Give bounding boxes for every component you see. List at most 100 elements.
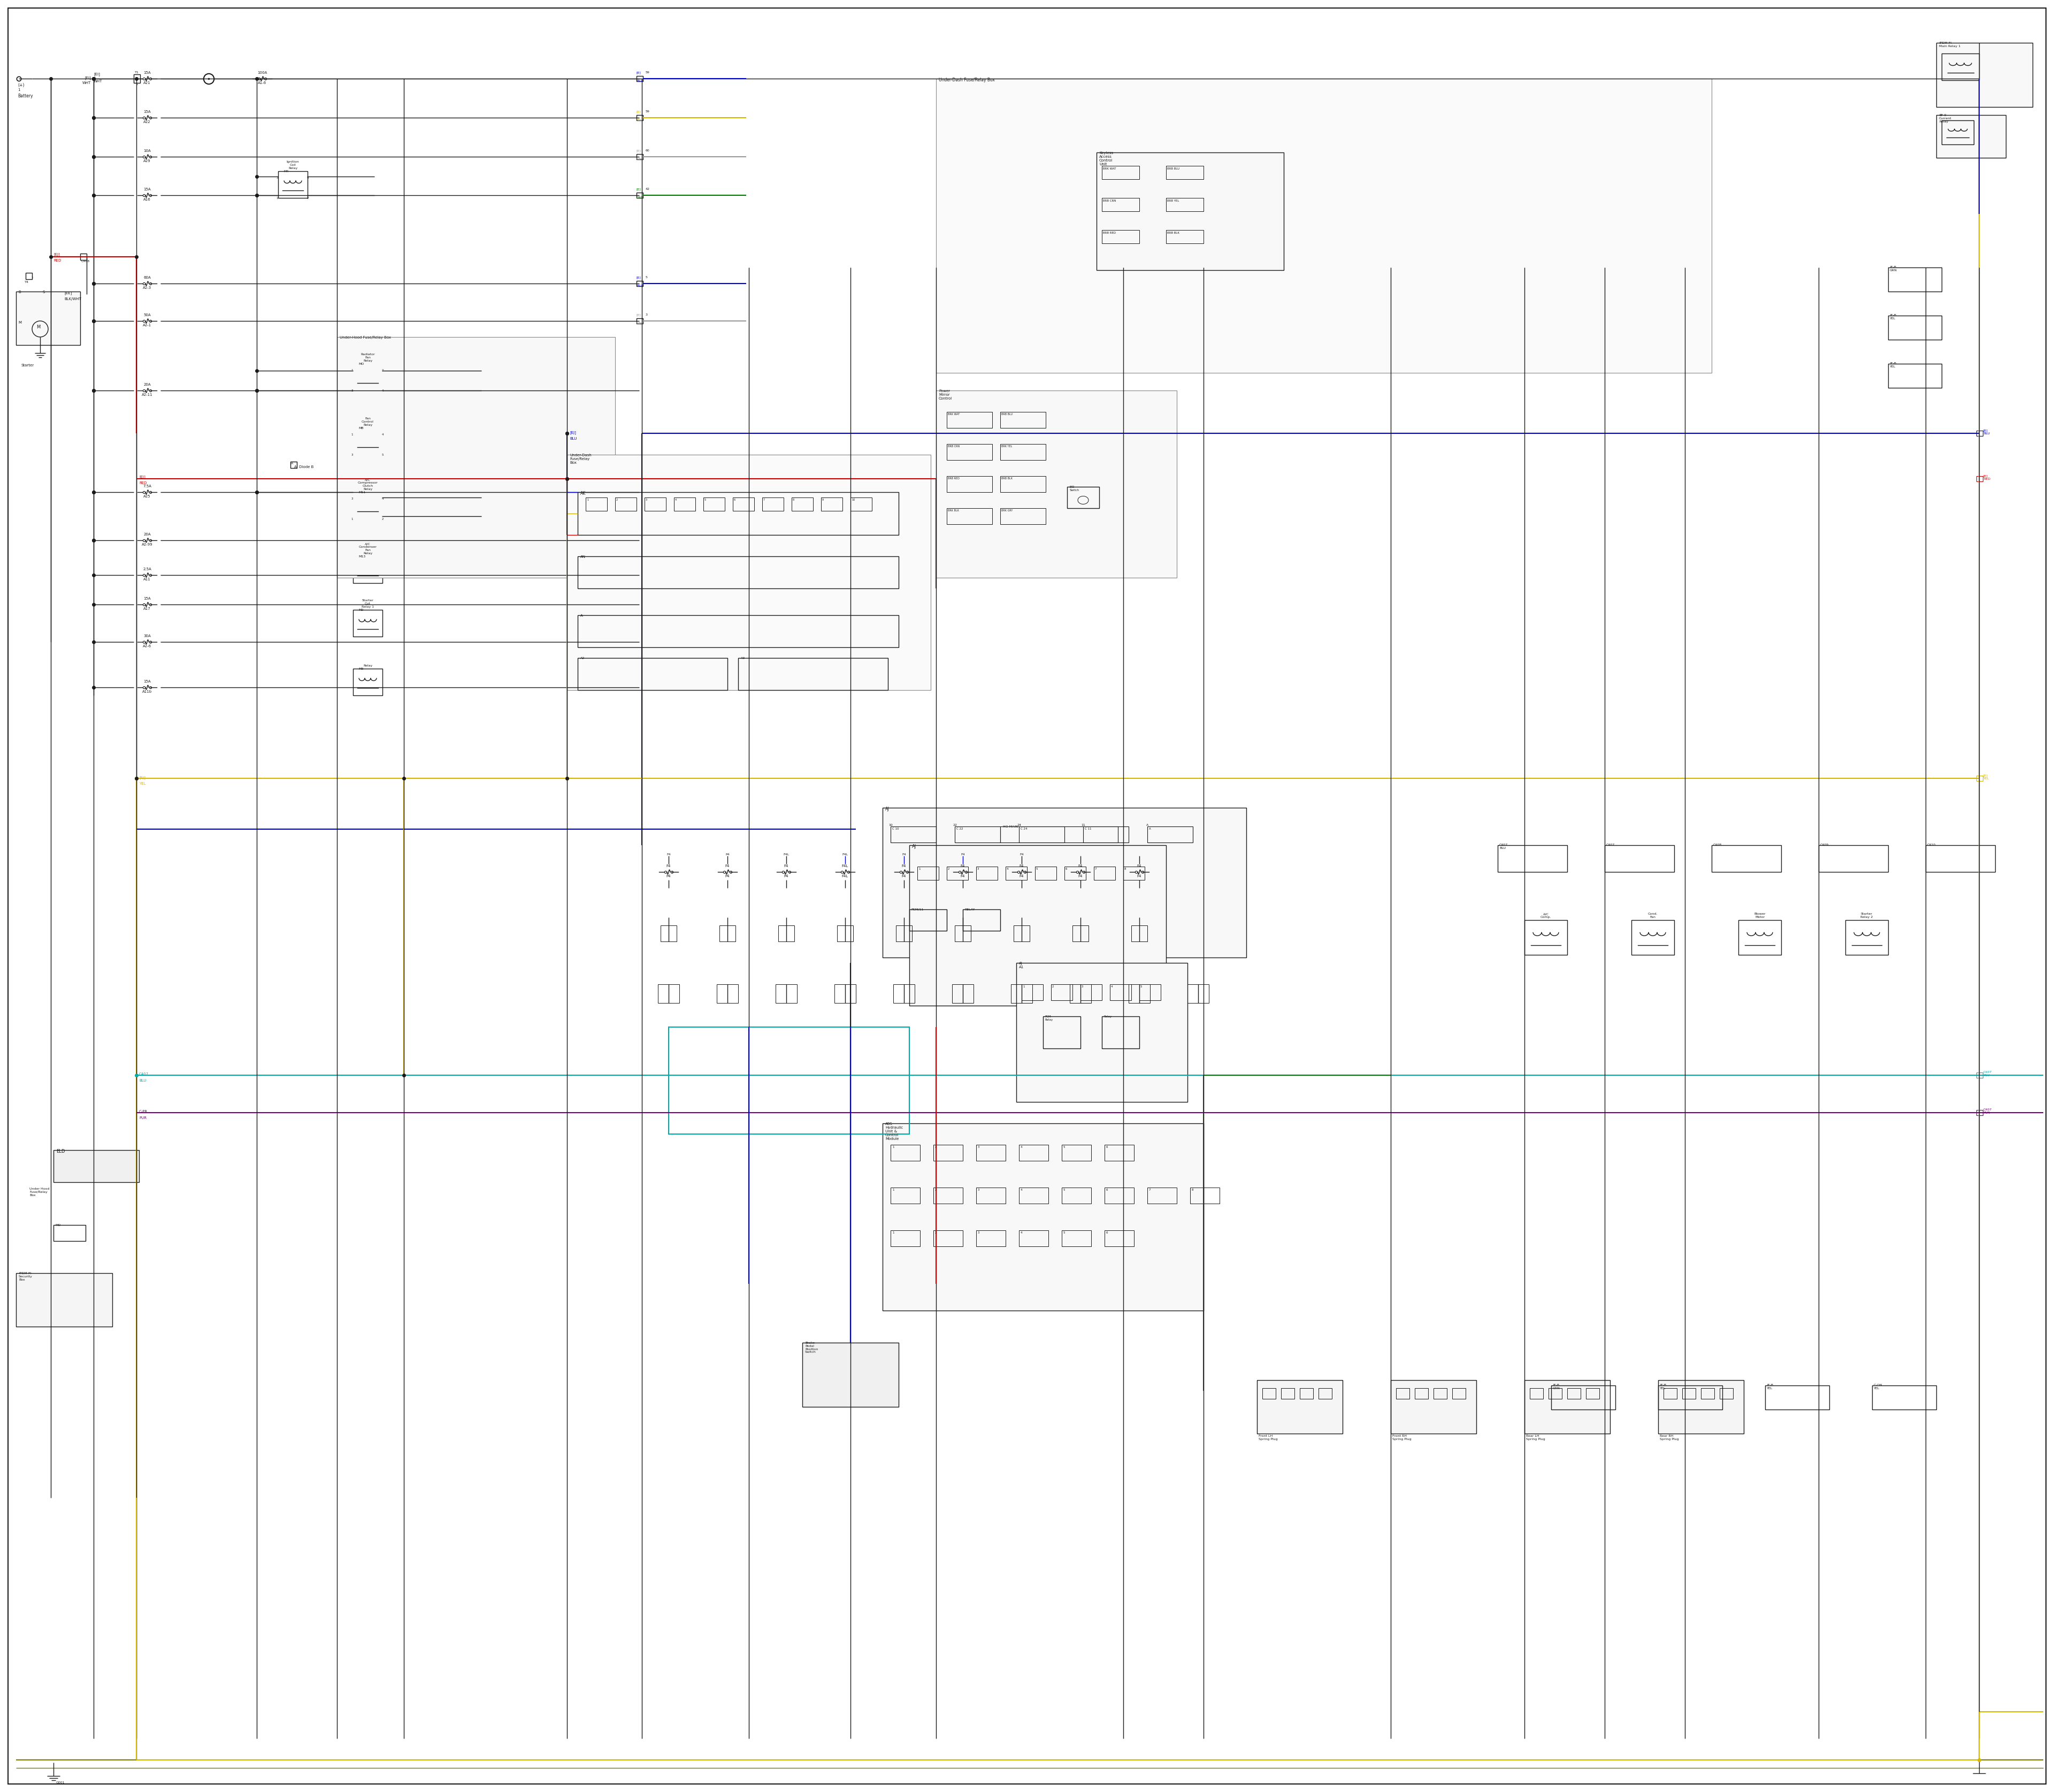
Bar: [1062, 1188, 1091, 1204]
Bar: [1888, 267, 1941, 292]
Text: F4: F4: [1019, 874, 1023, 878]
Text: 15A: 15A: [144, 188, 150, 192]
Bar: [910, 909, 947, 930]
Text: MB: MB: [357, 426, 364, 430]
Text: HO MAIN: HO MAIN: [1002, 826, 1019, 828]
Bar: [1105, 1188, 1134, 1204]
Bar: [1888, 315, 1941, 340]
Bar: [1452, 1389, 1467, 1400]
Bar: [1070, 984, 1091, 1004]
Text: Under Hood
Fuse/Relay
Box: Under Hood Fuse/Relay Box: [29, 1188, 49, 1197]
Text: C 11: C 11: [1085, 828, 1091, 830]
Bar: [1101, 1016, 1140, 1048]
Text: [E]: [E]: [637, 276, 641, 280]
Bar: [1937, 43, 2033, 108]
Bar: [1719, 1389, 1734, 1400]
Text: 60A: 60A: [144, 276, 150, 280]
Bar: [637, 319, 643, 324]
Text: AJ
A1: AJ A1: [1019, 962, 1025, 969]
Bar: [1101, 167, 1140, 179]
Bar: [1095, 867, 1115, 880]
Text: M13: M13: [357, 556, 366, 557]
Text: RED: RED: [53, 258, 62, 262]
Bar: [1257, 1380, 1343, 1434]
Text: Starter
Cut
Relay 1: Starter Cut Relay 1: [362, 599, 374, 607]
Text: F4: F4: [961, 874, 965, 878]
Bar: [893, 984, 914, 1004]
Text: AK: AK: [581, 491, 585, 496]
Bar: [1064, 867, 1087, 880]
Text: RELAY: RELAY: [965, 909, 976, 910]
Bar: [577, 615, 900, 647]
Text: BRK WAT: BRK WAT: [947, 412, 959, 416]
Bar: [1682, 1389, 1697, 1400]
Bar: [1871, 1385, 1937, 1410]
Bar: [1586, 1389, 1600, 1400]
Text: P4: P4: [785, 874, 789, 878]
Text: F4: F4: [665, 864, 672, 867]
Bar: [577, 658, 727, 690]
Bar: [670, 1027, 910, 1134]
Text: F4: F4: [1019, 864, 1023, 867]
Bar: [16, 1272, 113, 1326]
Bar: [353, 364, 382, 391]
Bar: [1124, 867, 1144, 880]
Text: A: A: [292, 462, 294, 464]
Bar: [1711, 846, 1781, 873]
Text: [EJ]: [EJ]: [53, 253, 60, 256]
Bar: [353, 428, 382, 455]
Text: BRK WAT: BRK WAT: [1103, 167, 1115, 170]
Text: G001: G001: [55, 1781, 66, 1785]
Bar: [1000, 444, 1045, 461]
Bar: [891, 826, 937, 842]
Text: BRB CRN: BRB CRN: [947, 444, 959, 448]
Bar: [614, 498, 637, 511]
Bar: [955, 925, 972, 941]
Bar: [778, 925, 795, 941]
Text: A: A: [581, 615, 583, 616]
Bar: [1701, 1389, 1715, 1400]
Text: M: M: [37, 324, 41, 330]
Text: BRB RED: BRB RED: [947, 477, 959, 480]
Text: A11b: A11b: [142, 690, 152, 694]
Bar: [290, 462, 298, 468]
Text: BRB CRN: BRB CRN: [1103, 199, 1115, 202]
Text: 11: 11: [1080, 824, 1085, 826]
Text: 60: 60: [645, 149, 649, 152]
Text: MO: MO: [55, 1224, 62, 1226]
Text: Under-Dash
Fuse/Relay
Box: Under-Dash Fuse/Relay Box: [569, 453, 592, 464]
Text: F4: F4: [961, 864, 965, 867]
Bar: [1976, 1073, 1982, 1077]
Bar: [1128, 984, 1150, 1004]
Text: [EI]: [EI]: [84, 75, 90, 79]
Bar: [1006, 867, 1027, 880]
Text: P4: P4: [725, 874, 729, 878]
Bar: [637, 154, 643, 159]
Text: ELD: ELD: [55, 1149, 66, 1154]
Bar: [1818, 846, 1888, 873]
Bar: [1551, 1385, 1614, 1410]
Text: C-ON
YEL: C-ON YEL: [1873, 1383, 1884, 1389]
Bar: [1549, 1389, 1561, 1400]
Text: A2-6: A2-6: [144, 645, 152, 647]
Text: C407
BLU: C407 BLU: [1499, 844, 1508, 849]
Bar: [1941, 120, 1974, 145]
Text: M: M: [18, 321, 21, 324]
Text: BLU: BLU: [637, 285, 643, 287]
Text: F4: F4: [1138, 874, 1142, 878]
Text: F4L: F4L: [842, 874, 848, 878]
Text: BRB RED: BRB RED: [1103, 231, 1115, 235]
Bar: [791, 498, 813, 511]
Bar: [353, 493, 382, 520]
Bar: [277, 172, 308, 197]
Bar: [1062, 1145, 1091, 1161]
Text: PCM
Relay: PCM Relay: [1045, 1016, 1054, 1021]
Bar: [577, 556, 900, 588]
Bar: [1000, 412, 1045, 428]
Text: [EI]: [EI]: [94, 72, 101, 75]
Text: P4: P4: [725, 853, 729, 857]
Text: A2-3: A2-3: [144, 287, 152, 289]
Text: A  Diode B: A Diode B: [294, 466, 314, 468]
Text: WHT: WHT: [637, 323, 645, 324]
Text: F4: F4: [902, 874, 906, 878]
